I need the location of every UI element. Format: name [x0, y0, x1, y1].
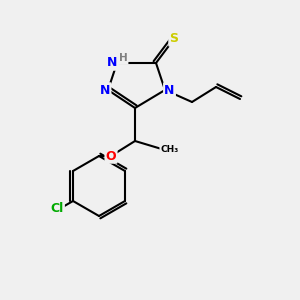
Text: H: H — [118, 53, 127, 64]
Text: O: O — [106, 149, 116, 163]
Text: N: N — [100, 83, 110, 97]
Text: Cl: Cl — [50, 202, 64, 215]
Text: CH₃: CH₃ — [160, 146, 178, 154]
Text: S: S — [169, 32, 178, 46]
Text: N: N — [107, 56, 118, 70]
Text: N: N — [164, 83, 175, 97]
